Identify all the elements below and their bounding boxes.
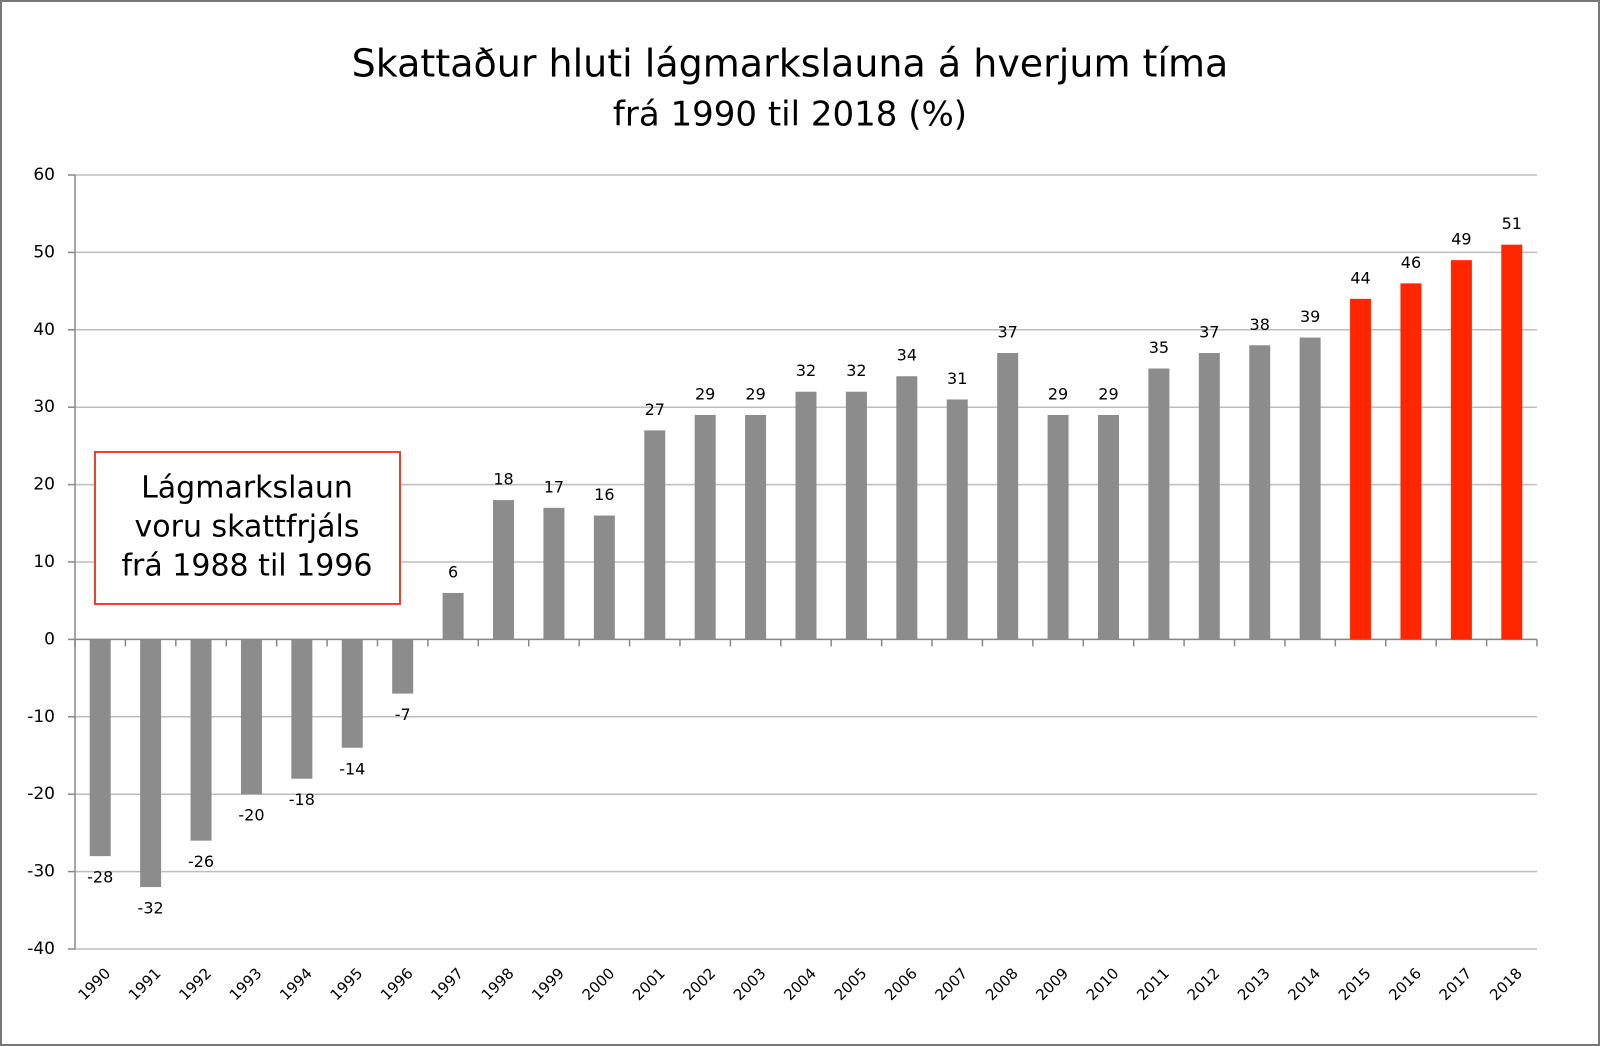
bar [341, 639, 363, 748]
y-tick-label: 30 [33, 397, 55, 417]
bar [392, 639, 414, 694]
annotation-text: voru skattfrjáls [135, 510, 360, 545]
data-label: -26 [188, 852, 214, 871]
data-label: 34 [897, 346, 917, 365]
bar [745, 414, 767, 640]
data-label: 46 [1401, 253, 1421, 272]
data-label: 35 [1149, 338, 1169, 357]
bar [1097, 414, 1119, 640]
bar [442, 592, 464, 640]
bar [1047, 414, 1069, 640]
data-label: -28 [87, 868, 113, 887]
y-tick-label: 10 [33, 552, 55, 572]
y-tick-label: 60 [33, 165, 55, 185]
bar [1249, 345, 1271, 640]
data-label: 32 [796, 361, 816, 380]
data-label: 29 [1048, 384, 1068, 403]
data-label: -14 [339, 759, 365, 778]
y-tick-label: -30 [27, 862, 55, 882]
bar [896, 376, 918, 640]
bar [1501, 244, 1523, 640]
bar [291, 639, 313, 779]
data-label: 31 [947, 369, 967, 388]
data-label: 18 [493, 470, 513, 489]
bar [1400, 283, 1422, 640]
bar [997, 353, 1019, 640]
y-tick-label: 40 [33, 320, 55, 340]
bar [240, 639, 262, 795]
data-label: 51 [1502, 214, 1522, 233]
data-label: -18 [289, 790, 315, 809]
annotation-box [94, 451, 401, 605]
bar [89, 639, 111, 857]
bar [1198, 353, 1220, 640]
bar [845, 391, 867, 640]
data-label: 6 [448, 562, 458, 581]
bar [1299, 337, 1321, 640]
data-label: 44 [1350, 268, 1370, 287]
data-label: 17 [544, 477, 564, 496]
data-label: -20 [238, 806, 264, 825]
bar [190, 639, 212, 841]
bar [1350, 298, 1372, 640]
annotation-text: frá 1988 til 1996 [121, 549, 372, 584]
bar [694, 414, 716, 640]
data-label: 38 [1250, 315, 1270, 334]
bar [1450, 260, 1472, 640]
data-label: -32 [138, 899, 164, 918]
y-tick-label: -10 [27, 707, 55, 727]
bar [593, 515, 615, 640]
y-tick-label: 50 [33, 242, 55, 262]
y-tick-label: 20 [33, 475, 55, 495]
bar [644, 430, 666, 640]
bar [946, 399, 968, 640]
data-label: -7 [395, 705, 411, 724]
bar [140, 639, 162, 888]
y-tick-label: -40 [27, 939, 55, 959]
y-tick-label: 0 [44, 629, 55, 649]
chart-subtitle: frá 1990 til 2018 (%) [613, 95, 967, 135]
data-label: 29 [1098, 384, 1118, 403]
data-label: 29 [745, 384, 765, 403]
chart-title: Skattaður hluti lágmarkslauna á hverjum … [352, 42, 1229, 86]
data-label: 32 [846, 361, 866, 380]
bar [543, 507, 565, 640]
data-label: 39 [1300, 307, 1320, 326]
data-label: 27 [645, 400, 665, 419]
data-label: 37 [1199, 323, 1219, 342]
data-label: 29 [695, 384, 715, 403]
data-label: 16 [594, 485, 614, 504]
bar [795, 391, 817, 640]
annotation-text: Lágmarkslaun [141, 471, 353, 506]
y-tick-label: -20 [27, 784, 55, 804]
bar [493, 500, 515, 640]
bar [1148, 368, 1170, 640]
data-label: 49 [1451, 230, 1471, 249]
data-label: 37 [997, 323, 1017, 342]
